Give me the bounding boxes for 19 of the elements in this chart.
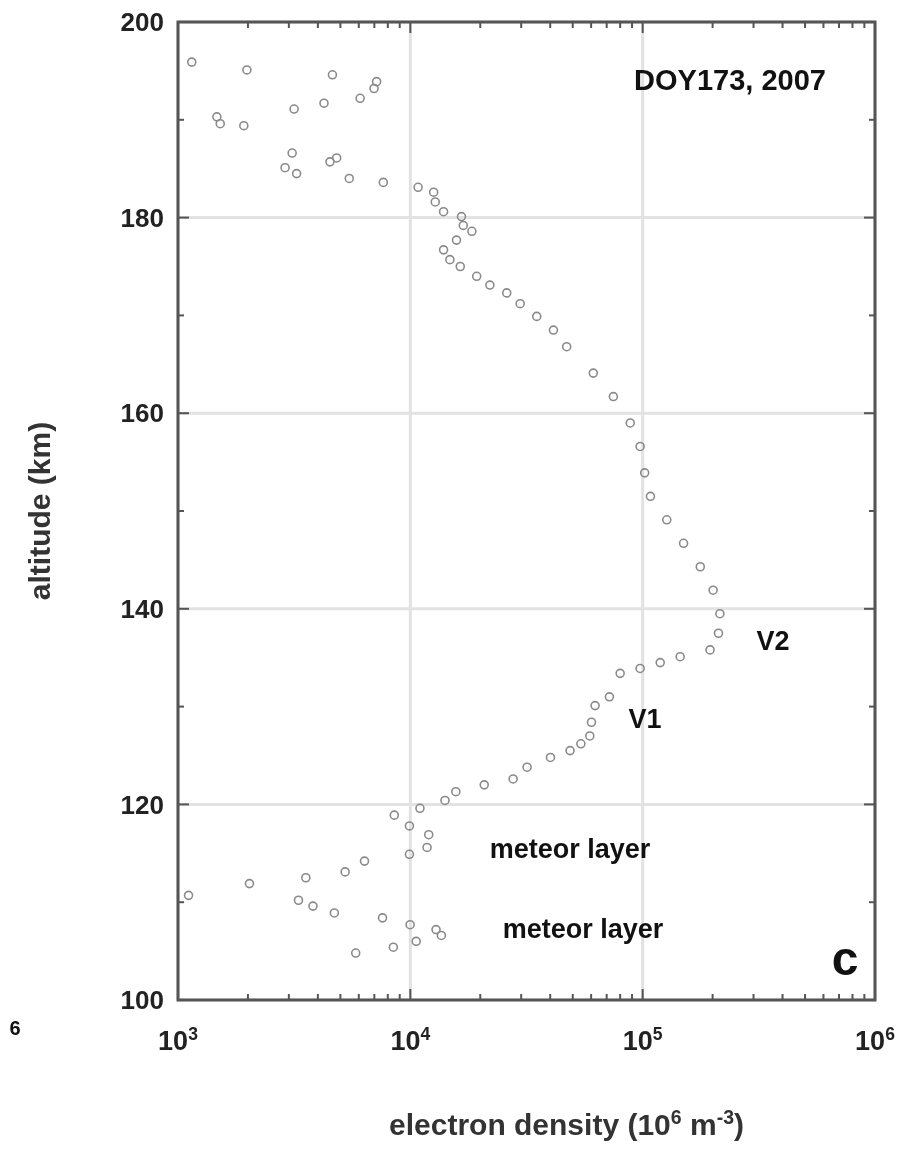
y-tick-label: 120 [120, 789, 164, 820]
annotation: c [831, 932, 859, 985]
text: 6 [9, 1017, 21, 1039]
y-tick-label: 100 [120, 985, 164, 1016]
x-tick-label: 10$^{4}$ [390, 1024, 431, 1056]
x-tick-label: 10$^{6}$ [855, 1024, 896, 1056]
y-tick-label: 160 [120, 398, 164, 429]
annotation: V1 [628, 704, 662, 734]
annotation: DOY173, 2007 [634, 64, 826, 96]
x-axis-title: electron density (10$^{6}$ m$^{-3}$) [389, 1106, 744, 1141]
y-tick-label: 180 [120, 202, 164, 233]
y-tick-label: 140 [120, 593, 164, 624]
annotation: meteor layer [489, 834, 651, 864]
x-tick-label: 10$^{3}$ [158, 1024, 199, 1056]
x-tick-label: 10$^{5}$ [622, 1024, 663, 1056]
annotation: meteor layer [502, 914, 664, 944]
annotation: V2 [756, 626, 790, 656]
y-axis-title: altitude (km) [23, 421, 56, 601]
y-tick-label: 200 [120, 7, 164, 38]
